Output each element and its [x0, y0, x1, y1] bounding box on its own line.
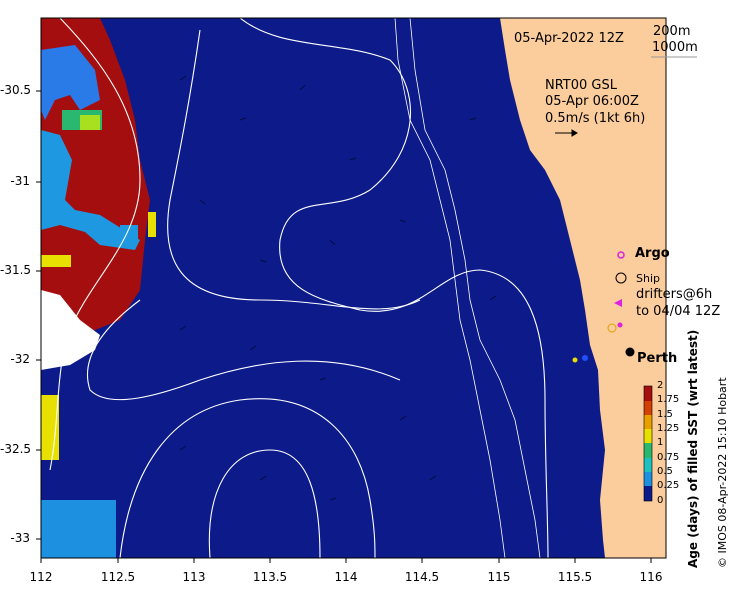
drifter-legend-marker	[614, 299, 622, 307]
colorbar-tick: 0.25	[657, 480, 680, 491]
land-area	[500, 18, 666, 558]
recent-data-patch	[41, 395, 59, 460]
drifter-marker	[572, 357, 578, 363]
x-tick-label: 113	[182, 570, 206, 584]
y-tick-label: -32	[10, 352, 30, 366]
colorbar-tick: 2	[657, 380, 664, 391]
recent-data-patch	[41, 255, 71, 267]
drifters-label-1: drifters@6h	[636, 287, 713, 302]
contour-legend-1000m: 1000m	[652, 40, 698, 55]
credit-text: © IMOS 08-Apr-2022 15:10 Hobart	[716, 377, 729, 568]
argo-legend-marker	[617, 251, 625, 259]
colorbar-title: Age (days) of filled SST (wrt latest)	[686, 329, 700, 568]
colorbar-tick: 1	[657, 437, 664, 448]
y-tick-label: -30.5	[0, 83, 32, 97]
sst-contours	[49, 18, 549, 558]
drifters-label-2: to 04/04 12Z	[636, 304, 721, 319]
colorbar-tick: 0	[657, 495, 664, 506]
recent-data-patch	[80, 115, 100, 130]
y-tick-label: -33	[10, 531, 30, 545]
colorbar-tick: 0.75	[657, 452, 680, 463]
x-tick-marks	[40, 558, 652, 563]
x-tick-label: 114.5	[404, 570, 440, 584]
recent-data-patch	[41, 500, 116, 558]
drifter-marker	[582, 355, 588, 361]
scale-arrow-label: 0.5m/s (1kt 6h)	[545, 111, 646, 126]
recent-data-patch	[148, 212, 156, 237]
recent-data-patch	[41, 45, 100, 120]
colorbar	[643, 385, 653, 502]
argo-label: Argo	[635, 246, 670, 261]
y-tick-label: -31	[10, 174, 30, 188]
drifter-marker	[617, 322, 623, 328]
perth-marker	[625, 347, 635, 357]
x-tick-label: 115	[487, 570, 511, 584]
x-tick-label: 112	[29, 570, 53, 584]
recent-data-patch	[41, 130, 140, 250]
plot-frame	[40, 17, 667, 559]
colorbar-tick: 0.5	[657, 466, 673, 477]
colorbar-tick: 1.75	[657, 394, 680, 405]
x-tick-label: 114	[334, 570, 358, 584]
scale-arrow	[555, 129, 578, 137]
city-label-perth: Perth	[637, 351, 678, 366]
contour-legend-200m: 200m	[653, 24, 691, 39]
ship-marker	[607, 323, 617, 333]
map-date: 05-Apr-2022 12Z	[514, 31, 624, 46]
y-tick-marks	[36, 90, 41, 540]
current-vectors	[179, 75, 497, 501]
current-time: 05-Apr 06:00Z	[545, 94, 639, 109]
colorbar-tick: 1.25	[657, 423, 680, 434]
current-source: NRT00 GSL	[545, 78, 617, 93]
old-data-region	[41, 18, 150, 330]
ship-legend-marker	[615, 272, 627, 284]
colorbar-tick: 1.5	[657, 409, 673, 420]
x-tick-label: 116	[639, 570, 663, 584]
x-tick-label: 115.5	[557, 570, 593, 584]
x-tick-label: 113.5	[252, 570, 288, 584]
ship-label: Ship	[636, 272, 660, 285]
x-tick-label: 112.5	[100, 570, 136, 584]
y-tick-label: -32.5	[0, 442, 32, 456]
y-tick-label: -31.5	[0, 263, 32, 277]
